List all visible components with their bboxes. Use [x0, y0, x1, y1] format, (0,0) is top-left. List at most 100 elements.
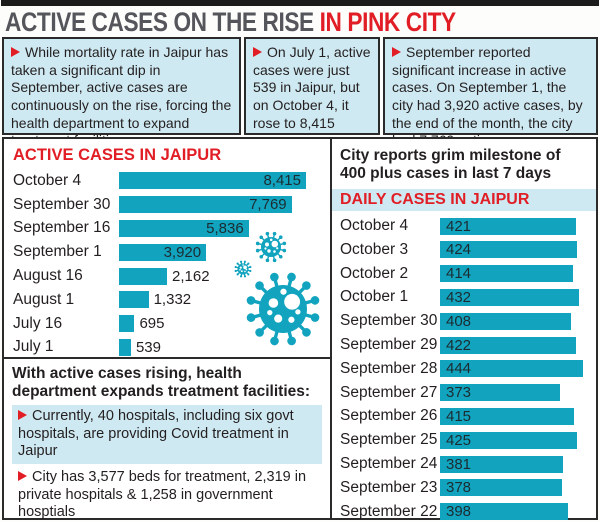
bar-track: 539 — [119, 338, 306, 356]
treatment-section: With active cases rising, health departm… — [4, 357, 330, 522]
bar-row: October 3 424 — [340, 240, 583, 259]
active-cases-chart-title: ACTIVE CASES IN JAIPUR — [13, 146, 222, 164]
bar-track: 378 — [440, 479, 583, 497]
bar — [119, 267, 168, 285]
bar-value-label: 422 — [446, 336, 472, 354]
bar-category-label: July 1 — [13, 338, 54, 356]
bar: 5,836 — [119, 219, 249, 237]
page-title: ACTIVE CASES ON THE RISE IN PINK CITY — [5, 7, 456, 37]
bar-value-label: 415 — [446, 407, 472, 425]
bar — [119, 338, 131, 356]
bar-track: 5,836 — [119, 219, 306, 237]
bar-row: September 28 444 — [340, 360, 583, 378]
masthead: ACTIVE CASES ON THE RISE IN PINK CITY — [0, 6, 600, 37]
bar — [119, 291, 149, 309]
bar-category-label: September 27 — [340, 383, 438, 401]
bar-track: 1,332 — [119, 291, 306, 309]
main-panel: ACTIVE CASES IN JAIPUR October 4 8,415 Sep… — [2, 137, 598, 520]
bar-value-label: 424 — [446, 241, 472, 259]
bar: 381 — [440, 455, 563, 473]
bar: 378 — [440, 479, 562, 497]
intro-box-september: September reported significant increase … — [383, 37, 598, 148]
bar-category-label: September 29 — [340, 336, 438, 354]
bar-row: September 24 381 — [340, 455, 583, 473]
bar-category-label: September 25 — [340, 431, 438, 449]
bar-category-label: September 30 — [340, 312, 438, 330]
bar-row: August 16 2,162 — [13, 264, 306, 288]
bar-row: October 2 414 — [340, 265, 583, 283]
bar-row: September 26 415 — [340, 407, 583, 425]
bar: 408 — [440, 312, 572, 330]
right-arrow-icon — [392, 47, 401, 57]
bar: 421 — [440, 217, 576, 235]
bar-value-label: 398 — [446, 503, 472, 521]
bar-track: 432 — [440, 288, 583, 306]
bar-row: October 4 421 — [340, 217, 583, 235]
bar: 432 — [440, 288, 580, 306]
treatment-bullet: Currently, 40 hospitals, including six g… — [12, 404, 322, 464]
bar-value-label: 539 — [135, 338, 161, 356]
bar-row: July 1 539 — [13, 336, 306, 360]
right-arrow-icon — [18, 471, 27, 481]
bar-track: 415 — [440, 407, 583, 425]
bar-value-label: 8,415 — [263, 172, 301, 190]
intro-box-july-october: On July 1, active cases were just 539 in… — [244, 37, 380, 135]
bar-row: July 16 695 — [13, 312, 306, 336]
bar: 3,920 — [119, 243, 207, 261]
bar-row: September 30 7,769 — [13, 193, 306, 217]
bar: 7,769 — [119, 196, 292, 214]
active-cases-bar-chart: October 4 8,415 September 30 7,769 September… — [13, 169, 306, 359]
treatment-bullet-text: Currently, 40 hospitals, including six g… — [18, 407, 294, 460]
right-arrow-icon — [253, 47, 262, 57]
bar-value-label: 1,332 — [153, 291, 192, 309]
daily-cases-heading: City reports grim milestone of 400 plus … — [340, 147, 561, 183]
bar-track: 7,769 — [119, 196, 306, 214]
bar: 425 — [440, 431, 577, 449]
bar-row: September 16 5,836 — [13, 217, 306, 241]
bar-row: September 22 398 — [340, 502, 583, 521]
bar: 373 — [440, 384, 561, 402]
bar-category-label: September 22 — [340, 502, 438, 520]
bar-track: 422 — [440, 336, 583, 354]
treatment-bullet-text: City has 3,577 beds for treatment, 2,319… — [18, 469, 307, 521]
bar-track: 425 — [440, 431, 583, 449]
bar-row: September 1 3,920 — [13, 240, 306, 264]
bar-track: 408 — [440, 312, 583, 330]
bar-category-label: September 30 — [13, 195, 111, 213]
intro-box-text: On July 1, active cases were just 539 in… — [253, 44, 371, 131]
bar-category-label: October 1 — [340, 288, 409, 306]
right-column: City reports grim milestone of 400 plus … — [332, 139, 596, 521]
treatment-heading: With active cases rising, health departm… — [12, 365, 311, 400]
bar-row: August 1 1,332 — [13, 288, 306, 312]
bar-value-label: 432 — [446, 288, 472, 306]
bar-track: 398 — [440, 503, 583, 521]
left-column: ACTIVE CASES IN JAIPUR October 4 8,415 Sep… — [4, 139, 332, 520]
bar-value-label: 2,162 — [172, 267, 210, 285]
bar-value-label: 695 — [139, 315, 165, 333]
bar-category-label: September 26 — [340, 407, 438, 425]
active-cases-chart-section: ACTIVE CASES IN JAIPUR October 4 8,415 Sep… — [4, 139, 330, 357]
coronavirus-icon — [234, 231, 320, 346]
top-rule — [1, 0, 599, 6]
bar-row: October 1 432 — [340, 288, 583, 306]
bar-category-label: September 23 — [340, 478, 438, 496]
bar: 398 — [440, 503, 569, 521]
intro-boxes: While mortality rate in Jaipur has taken… — [0, 37, 600, 148]
bar-category-label: October 4 — [13, 171, 82, 189]
bar-row: September 29 422 — [340, 336, 583, 354]
bar-category-label: October 3 — [340, 240, 409, 258]
bar-track: 444 — [440, 360, 583, 378]
bar-track: 421 — [440, 217, 583, 235]
bar-track: 414 — [440, 265, 583, 283]
bar-category-label: August 16 — [13, 267, 83, 285]
bar-row: September 23 378 — [340, 478, 583, 497]
bar-value-label: 381 — [446, 455, 472, 473]
bar: 8,415 — [119, 172, 306, 190]
bar-track: 381 — [440, 455, 583, 473]
bar-value-label: 3,920 — [163, 243, 202, 261]
bar-value-label: 425 — [446, 431, 472, 449]
bar-row: October 4 8,415 — [13, 169, 306, 193]
bar-category-label: July 16 — [13, 314, 63, 332]
bar-category-label: October 4 — [340, 217, 409, 235]
